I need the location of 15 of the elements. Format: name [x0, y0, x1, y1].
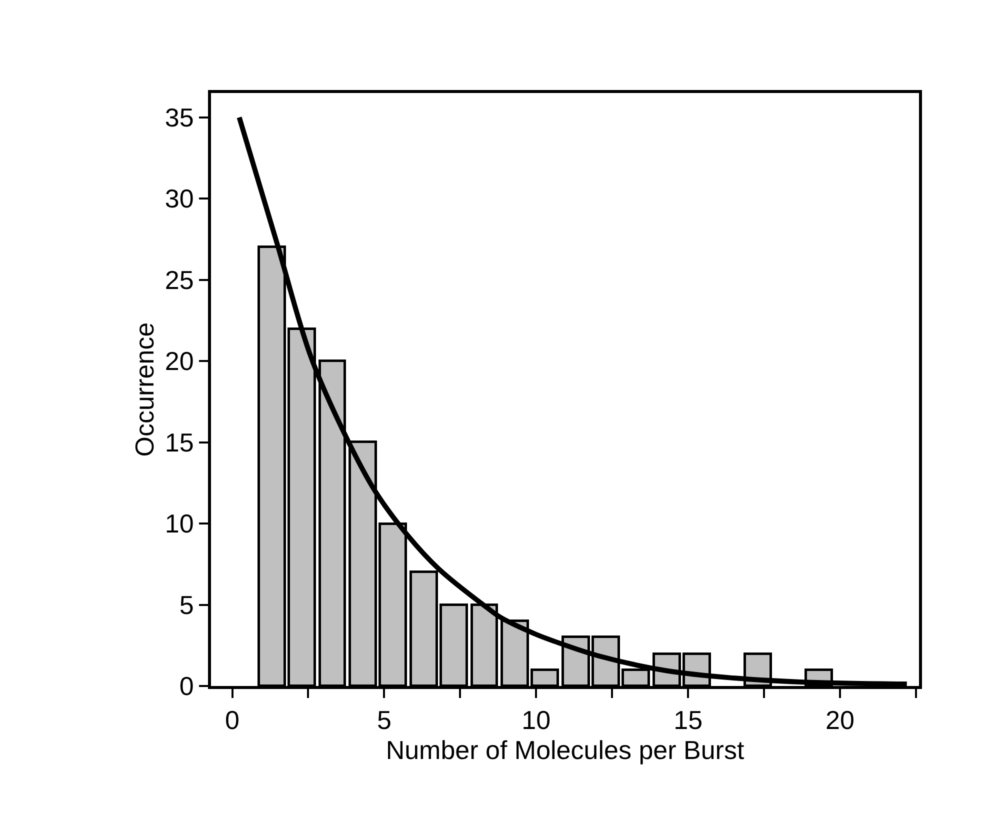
y-tick-label: 25: [164, 264, 194, 295]
x-tick-label: 0: [225, 705, 240, 736]
x-tick-label: 15: [674, 705, 703, 736]
x-tick-label: 5: [376, 705, 392, 736]
y-tick-label: 30: [164, 184, 194, 214]
y-tick-label: 5: [179, 590, 194, 620]
y-tick-label: 35: [164, 102, 194, 132]
y-tick-label: 20: [164, 346, 194, 376]
x-axis-title: Number of Molecules per Burst: [386, 735, 745, 766]
x-tick-label: 10: [522, 705, 551, 736]
y-tick-label: 0: [179, 671, 194, 702]
x-tick-label: 20: [826, 705, 854, 736]
y-tick-label: 10: [164, 508, 194, 539]
y-tick-label: 15: [164, 427, 194, 458]
y-axis-title: Occurrence: [129, 322, 160, 457]
